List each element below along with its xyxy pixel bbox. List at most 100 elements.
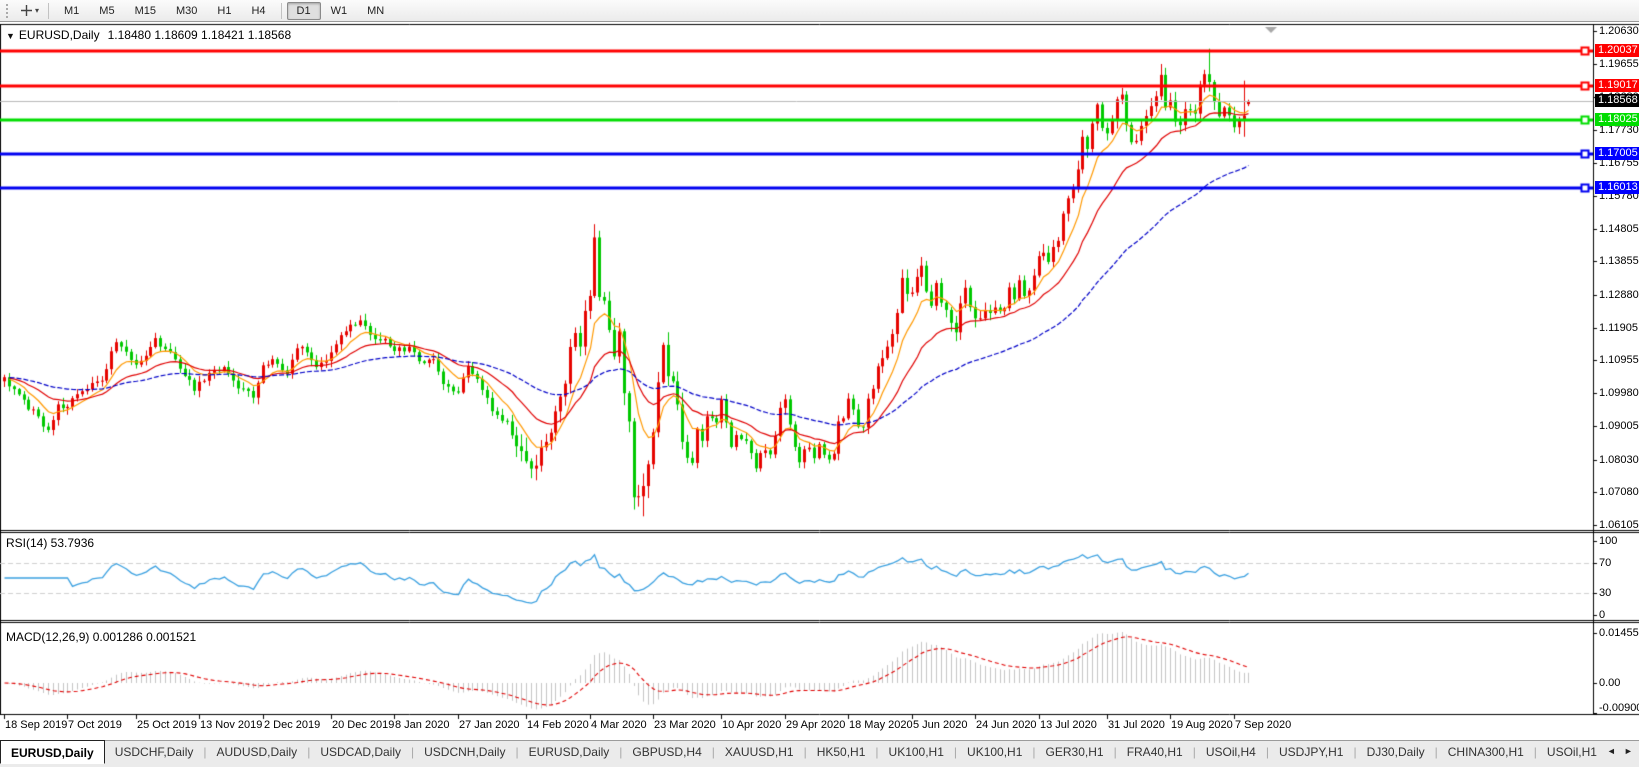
macd-axis-tick: -0.009001 xyxy=(1599,702,1639,714)
tab-scroll-right-icon[interactable]: ► xyxy=(1623,746,1633,756)
date-axis-label: 18 May 2020 xyxy=(849,719,913,731)
date-axis-label: 29 Apr 2020 xyxy=(786,719,846,731)
date-axis-label: 31 Jul 2020 xyxy=(1108,719,1165,731)
symbol-menu-caret-icon[interactable]: ▼ xyxy=(6,31,15,41)
price-axis-tick: 1.09980 xyxy=(1599,387,1639,399)
crosshair-icon xyxy=(21,5,32,16)
chart-tab-eurusd-daily[interactable]: EURUSD,Daily xyxy=(0,740,105,764)
tab-separator: | xyxy=(953,745,958,759)
toolbar-separator xyxy=(48,2,50,19)
date-axis-label: 8 Jan 2020 xyxy=(395,719,450,731)
date-axis-label: 2 Dec 2019 xyxy=(264,719,321,731)
date-axis-label: 14 Feb 2020 xyxy=(527,719,589,731)
timeframe-button-m15[interactable]: M15 xyxy=(134,4,156,17)
timeframe-button-m30[interactable]: M30 xyxy=(175,4,198,17)
price-axis-tick: 1.17730 xyxy=(1599,124,1639,136)
tab-separator: | xyxy=(875,745,879,759)
tab-separator: | xyxy=(1265,745,1269,759)
price-axis-tick: 1.16755 xyxy=(1599,157,1639,169)
chart-tab-usoil-h4[interactable]: USOil,H4 xyxy=(1205,745,1256,759)
chart-tab-ger30-h1[interactable]: GER30,H1 xyxy=(1045,745,1104,759)
date-axis-label: 5 Jun 2020 xyxy=(913,719,968,731)
date-axis-label: 4 Mar 2020 xyxy=(591,719,647,731)
toolbar-grip[interactable] xyxy=(6,3,11,18)
chart-pointer-button[interactable]: ▾ xyxy=(16,2,43,20)
price-axis-tick: 1.19655 xyxy=(1599,58,1639,70)
price-axis-tick: 1.20630 xyxy=(1599,25,1639,37)
chart-title: ▼ EURUSD,Daily 1.18480 1.18609 1.18421 1.1… xyxy=(6,28,291,42)
timeframe-button-m1[interactable]: M1 xyxy=(64,4,80,17)
rsi-axis-tick: 100 xyxy=(1599,535,1618,547)
price-tag: 1.18025 xyxy=(1595,113,1639,126)
date-axis-label: 25 Oct 2019 xyxy=(137,719,197,731)
tab-separator: | xyxy=(515,745,519,759)
rsi-axis-tick: 70 xyxy=(1599,557,1612,569)
chart-tab-bar: EURUSD,Daily USDCHF,Daily | AUDUSD,Daily | US… xyxy=(0,740,1639,767)
price-tag: 1.17005 xyxy=(1595,147,1639,160)
price-tag: 1.16013 xyxy=(1595,181,1639,194)
rsi-axis-tick: 0 xyxy=(1599,609,1606,621)
macd-axis-tick: 0.014556 xyxy=(1599,627,1639,639)
tab-separator: | xyxy=(1434,745,1438,759)
price-axis-tick: 1.11905 xyxy=(1599,322,1638,334)
date-axis-label: 18 Sep 2019 xyxy=(5,719,68,731)
chart-tab-gbpusd-h4[interactable]: GBPUSD,H4 xyxy=(632,745,702,759)
chart-tab-usdcnh-daily[interactable]: USDCNH,Daily xyxy=(424,745,506,759)
macd-label: MACD(12,26,9) 0.001286 0.001521 xyxy=(6,630,197,644)
date-axis-label: 7 Oct 2019 xyxy=(68,719,122,731)
chart-tab-usdchf-daily[interactable]: USDCHF,Daily xyxy=(114,745,194,759)
chart-symbol-label: EURUSD,Daily xyxy=(18,28,100,42)
tabs-holder: EURUSD,Daily USDCHF,Daily | AUDUSD,Daily | US… xyxy=(0,740,1607,764)
chart-tab-usoil-h1[interactable]: USOil,H1 xyxy=(1546,745,1597,759)
price-axis-tick: 1.09005 xyxy=(1599,420,1639,432)
date-axis-label: 23 Mar 2020 xyxy=(654,719,716,731)
tab-separator: | xyxy=(1113,745,1117,759)
tab-separator: | xyxy=(1192,745,1196,759)
tab-separator: | xyxy=(803,745,807,759)
toolbar-separator xyxy=(280,2,282,19)
price-axis-tick: 1.07080 xyxy=(1599,486,1639,498)
chart-tab-uk100-h1[interactable]: UK100,H1 xyxy=(967,745,1023,759)
chart-tab-usdjpy-h1[interactable]: USDJPY,H1 xyxy=(1278,745,1344,759)
tab-separator: | xyxy=(619,745,623,759)
tab-scroll-left-icon[interactable]: ◄ xyxy=(1606,746,1616,756)
tab-separator: | xyxy=(1353,745,1357,759)
timeframe-group: M1 M5 M15 M30 H1 H4 D1 W1 MN xyxy=(54,1,394,20)
chart-tab-uk100-h1[interactable]: UK100,H1 xyxy=(888,745,944,759)
date-axis-label: 20 Dec 2019 xyxy=(332,719,395,731)
chart-tab-eurusd-daily[interactable]: EURUSD,Daily xyxy=(528,745,610,759)
timeframe-button-m5[interactable]: M5 xyxy=(99,4,115,17)
tab-separator: | xyxy=(1533,745,1537,759)
rsi-label: RSI(14) 53.7936 xyxy=(6,536,95,550)
timeframe-button-w1[interactable]: W1 xyxy=(330,4,348,17)
chart-tab-usdcad-daily[interactable]: USDCAD,Daily xyxy=(320,745,401,759)
chart-tab-audusd-daily[interactable]: AUDUSD,Daily xyxy=(216,745,298,759)
timeframe-button-d1[interactable]: D1 xyxy=(286,1,321,20)
date-axis-label: 24 Jun 2020 xyxy=(976,719,1037,731)
chart-tab-fra40-h1[interactable]: FRA40,H1 xyxy=(1126,745,1183,759)
price-tag: 1.20037 xyxy=(1595,44,1639,57)
price-axis-tick: 1.06105 xyxy=(1599,519,1639,531)
price-tag: 1.18568 xyxy=(1595,94,1639,107)
chart-tab-dj30-daily[interactable]: DJ30,Daily xyxy=(1366,745,1425,759)
chart-tab-xauusd-h1[interactable]: XAUUSD,H1 xyxy=(724,745,794,759)
timeframe-button-h1[interactable]: H1 xyxy=(217,4,232,17)
tab-separator: | xyxy=(307,745,311,759)
chart-tab-china300-h1[interactable]: CHINA300,H1 xyxy=(1447,745,1524,759)
macd-axis-tick: 0.00 xyxy=(1599,677,1621,689)
rsi-axis-tick: 30 xyxy=(1599,587,1612,599)
price-axis-tick: 1.13855 xyxy=(1599,255,1639,267)
price-axis-tick: 1.08030 xyxy=(1599,454,1639,466)
price-axis-tick: 1.14805 xyxy=(1599,223,1639,235)
chart-tab-hk50-h1[interactable]: HK50,H1 xyxy=(816,745,866,759)
date-axis-label: 19 Aug 2020 xyxy=(1171,719,1233,731)
timeframe-button-mn[interactable]: MN xyxy=(367,4,385,17)
date-axis-label: 10 Apr 2020 xyxy=(722,719,782,731)
price-tag: 1.19017 xyxy=(1595,79,1639,92)
date-axis-label: 27 Jan 2020 xyxy=(459,719,520,731)
top-toolbar: ▾ M1 M5 M15 M30 H1 H4 D1 W1 MN xyxy=(0,0,1639,22)
timeframe-button-h4[interactable]: H4 xyxy=(251,4,266,17)
tab-separator: | xyxy=(1032,745,1036,759)
